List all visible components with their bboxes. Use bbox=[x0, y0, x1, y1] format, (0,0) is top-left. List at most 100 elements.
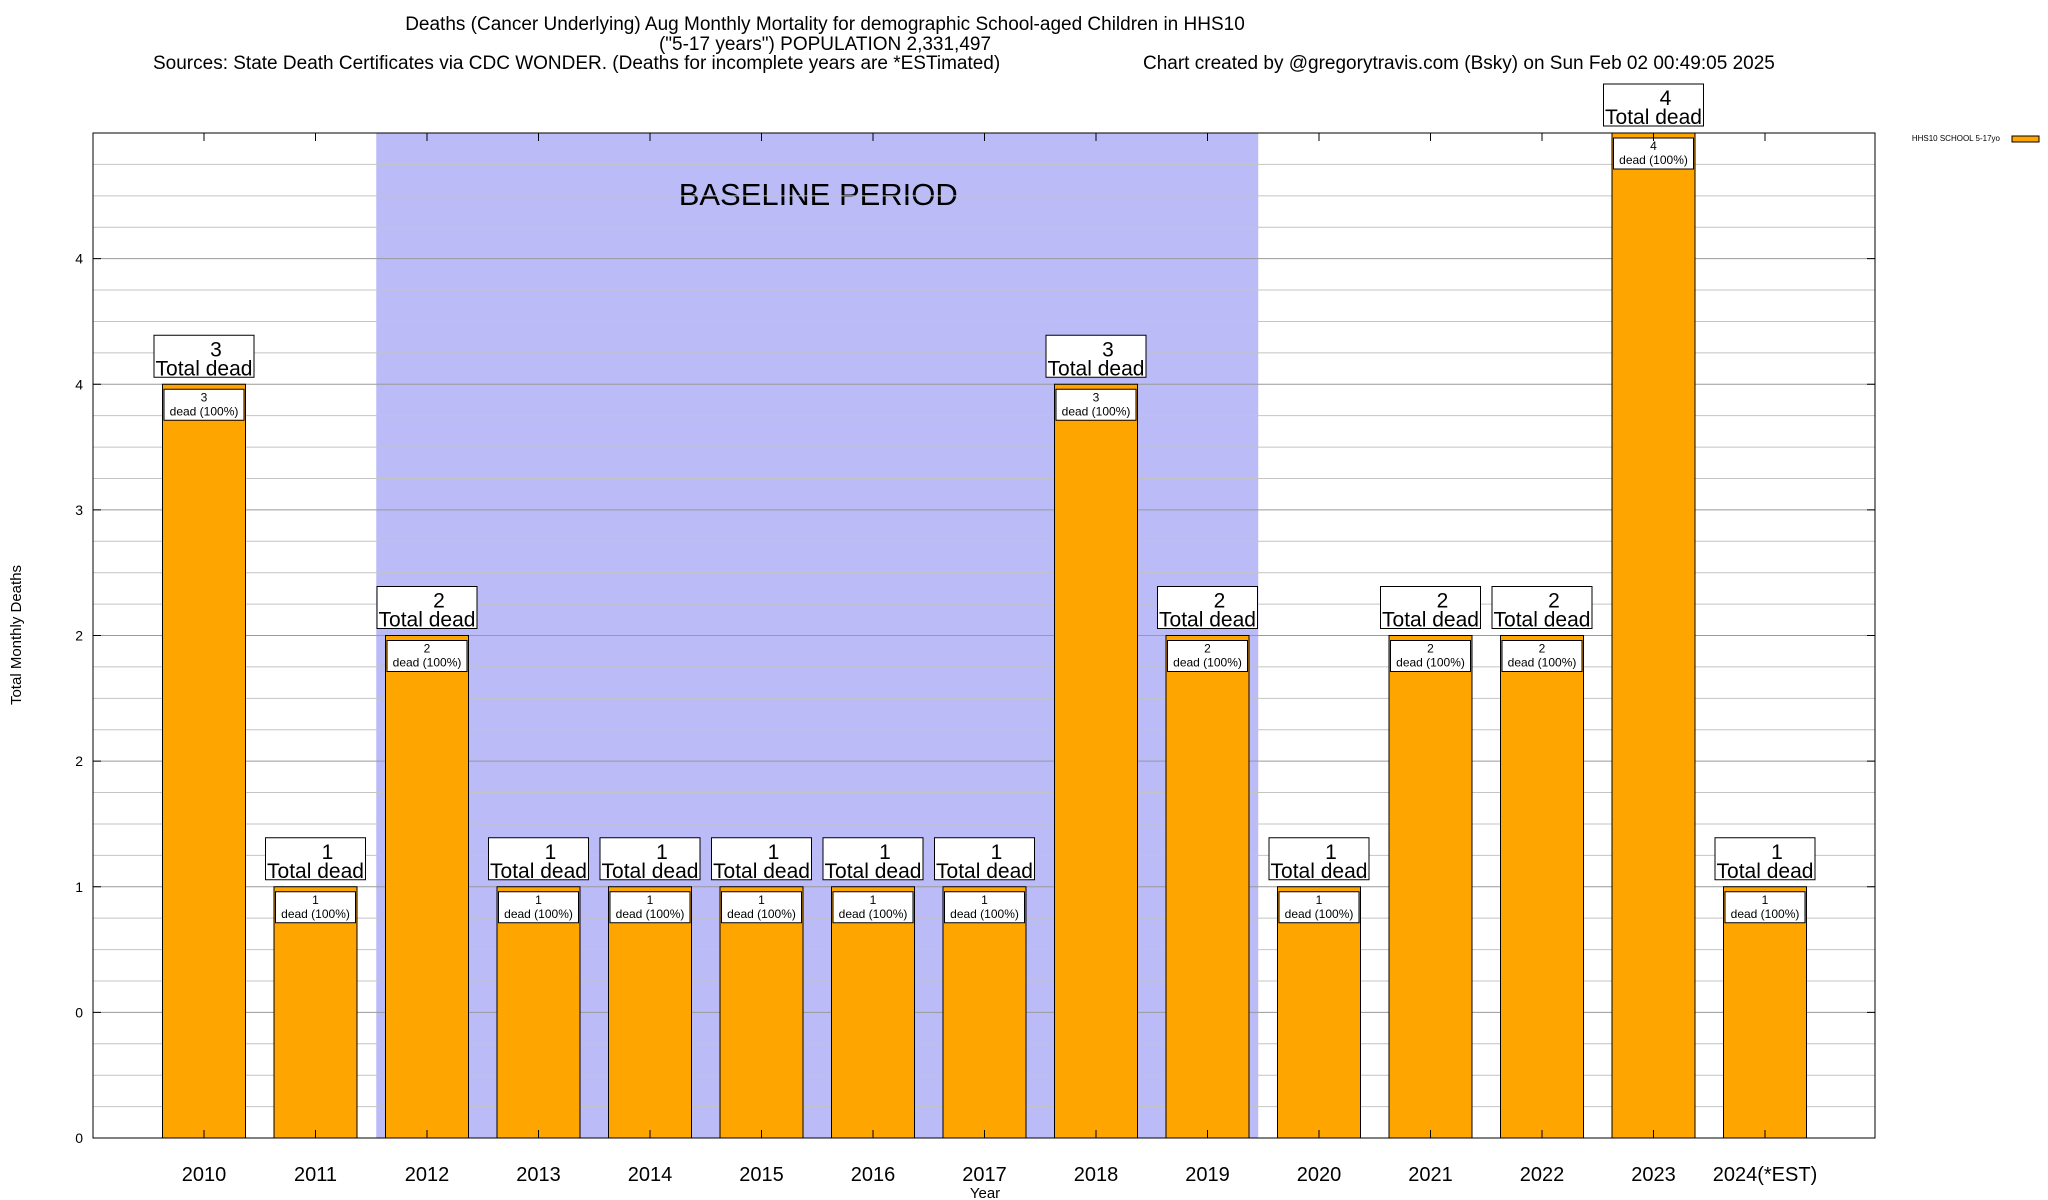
total-label-caption: Total dead bbox=[1494, 609, 1591, 632]
baseline-label: BASELINE PERIOD bbox=[679, 177, 958, 212]
x-tick-label: 2019 bbox=[1185, 1164, 1230, 1186]
total-label-caption: Total dead bbox=[713, 860, 810, 883]
inner-label-box bbox=[275, 891, 356, 924]
y-tick-label: 2 bbox=[75, 628, 83, 644]
inner-label-box bbox=[1390, 640, 1471, 672]
inner-label-caption: dead (100%) bbox=[950, 907, 1019, 921]
bar-2013 bbox=[496, 886, 581, 1139]
inner-label-caption: dead (100%) bbox=[1508, 656, 1577, 670]
inner-label-box bbox=[1501, 640, 1583, 672]
inner-label-caption: dead (100%) bbox=[839, 907, 908, 921]
inner-label-box bbox=[1724, 891, 1806, 924]
inner-label-caption: dead (100%) bbox=[1396, 656, 1465, 670]
total-label-box bbox=[1491, 586, 1593, 629]
total-label-number: 1 bbox=[1771, 841, 1783, 864]
inner-label-caption: dead (100%) bbox=[1285, 907, 1354, 921]
total-label-number: 3 bbox=[1102, 338, 1114, 361]
x-tick-label: 2021 bbox=[1408, 1164, 1453, 1186]
total-label-number: 4 bbox=[1660, 87, 1672, 110]
y-tick-label: 0 bbox=[75, 1004, 83, 1020]
bar-2024(*EST) bbox=[1723, 886, 1807, 1139]
total-label-caption: Total dead bbox=[1382, 609, 1479, 632]
legend-swatch bbox=[2011, 135, 2040, 143]
x-tick-label: 2012 bbox=[405, 1164, 450, 1186]
inner-label-number: 3 bbox=[201, 390, 208, 404]
bar-2017 bbox=[942, 886, 1027, 1139]
inner-label-caption: dead (100%) bbox=[616, 907, 685, 921]
inner-label-number: 1 bbox=[647, 893, 654, 907]
total-label-number: 2 bbox=[1548, 590, 1560, 613]
inner-label-number: 2 bbox=[424, 642, 431, 656]
inner-label-number: 1 bbox=[981, 893, 988, 907]
inner-label-number: 2 bbox=[1427, 642, 1434, 656]
inner-label-caption: dead (100%) bbox=[1173, 656, 1242, 670]
bar-2010 bbox=[162, 383, 246, 1139]
inner-label-box bbox=[1167, 640, 1248, 672]
x-tick-label: 2023 bbox=[1631, 1164, 1676, 1186]
total-label-caption: Total dead bbox=[156, 357, 253, 380]
inner-label-box bbox=[832, 891, 914, 924]
inner-label-box bbox=[498, 891, 579, 924]
x-tick-label: 2024(*EST) bbox=[1713, 1164, 1818, 1186]
total-label-number: 1 bbox=[879, 841, 891, 864]
total-label-number: 1 bbox=[656, 841, 668, 864]
total-label-box bbox=[599, 837, 701, 881]
inner-label-number: 1 bbox=[758, 893, 765, 907]
x-tick-label: 2015 bbox=[739, 1164, 784, 1186]
inner-label-box bbox=[721, 891, 802, 924]
inner-label-caption: dead (100%) bbox=[727, 907, 796, 921]
total-label-caption: Total dead bbox=[379, 609, 476, 632]
bar-2016 bbox=[831, 886, 915, 1139]
inner-label-box bbox=[1278, 891, 1360, 924]
bar-2023 bbox=[1611, 132, 1696, 1139]
total-label-box bbox=[1603, 83, 1704, 127]
total-label-number: 1 bbox=[545, 841, 557, 864]
y-axis-title: Total Monthly Deaths bbox=[8, 565, 25, 705]
total-label-caption: Total dead bbox=[1271, 860, 1368, 883]
total-label-caption: Total dead bbox=[267, 860, 364, 883]
y-tick-label: 2 bbox=[75, 753, 83, 769]
total-label-number: 2 bbox=[433, 590, 445, 613]
inner-label-number: 1 bbox=[1316, 893, 1323, 907]
bar-2019 bbox=[1165, 635, 1250, 1139]
total-label-caption: Total dead bbox=[1048, 357, 1145, 380]
total-label-number: 3 bbox=[210, 338, 222, 361]
inner-label-number: 3 bbox=[1093, 390, 1100, 404]
total-label-caption: Total dead bbox=[490, 860, 587, 883]
x-tick-label: 2014 bbox=[628, 1164, 673, 1186]
total-label-number: 2 bbox=[1214, 590, 1226, 613]
y-tick-label: 4 bbox=[75, 251, 83, 267]
inner-label-number: 2 bbox=[1539, 642, 1546, 656]
total-label-number: 1 bbox=[991, 841, 1003, 864]
total-label-caption: Total dead bbox=[602, 860, 699, 883]
y-tick-label: 3 bbox=[75, 502, 83, 518]
inner-label-box bbox=[386, 640, 468, 672]
inner-label-number: 1 bbox=[1762, 893, 1769, 907]
inner-label-caption: dead (100%) bbox=[170, 404, 239, 418]
inner-label-number: 2 bbox=[1204, 642, 1211, 656]
total-label-box bbox=[488, 837, 589, 881]
y-tick-label: 4 bbox=[75, 376, 83, 392]
inner-label-number: 4 bbox=[1650, 139, 1657, 153]
total-label-box bbox=[265, 837, 366, 881]
total-label-box bbox=[376, 586, 478, 629]
bar-2022 bbox=[1500, 635, 1584, 1139]
x-axis-title: Year bbox=[970, 1185, 1000, 1200]
total-label-box bbox=[1157, 586, 1258, 629]
x-tick-label: 2011 bbox=[294, 1164, 337, 1186]
total-label-caption: Total dead bbox=[1717, 860, 1814, 883]
inner-label-caption: dead (100%) bbox=[281, 907, 350, 921]
total-label-number: 2 bbox=[1437, 590, 1449, 613]
total-label-box bbox=[1714, 837, 1816, 881]
total-label-box bbox=[1268, 837, 1370, 881]
inner-label-box bbox=[944, 891, 1025, 924]
x-tick-label: 2013 bbox=[516, 1164, 561, 1186]
total-label-caption: Total dead bbox=[1159, 609, 1256, 632]
y-tick-label: 1 bbox=[75, 879, 83, 895]
bar-2014 bbox=[608, 886, 692, 1139]
chart-sources: Sources: State Death Certificates via CD… bbox=[153, 53, 1001, 74]
total-label-box bbox=[153, 334, 255, 378]
x-tick-label: 2020 bbox=[1297, 1164, 1342, 1186]
total-label-box bbox=[1380, 586, 1481, 629]
